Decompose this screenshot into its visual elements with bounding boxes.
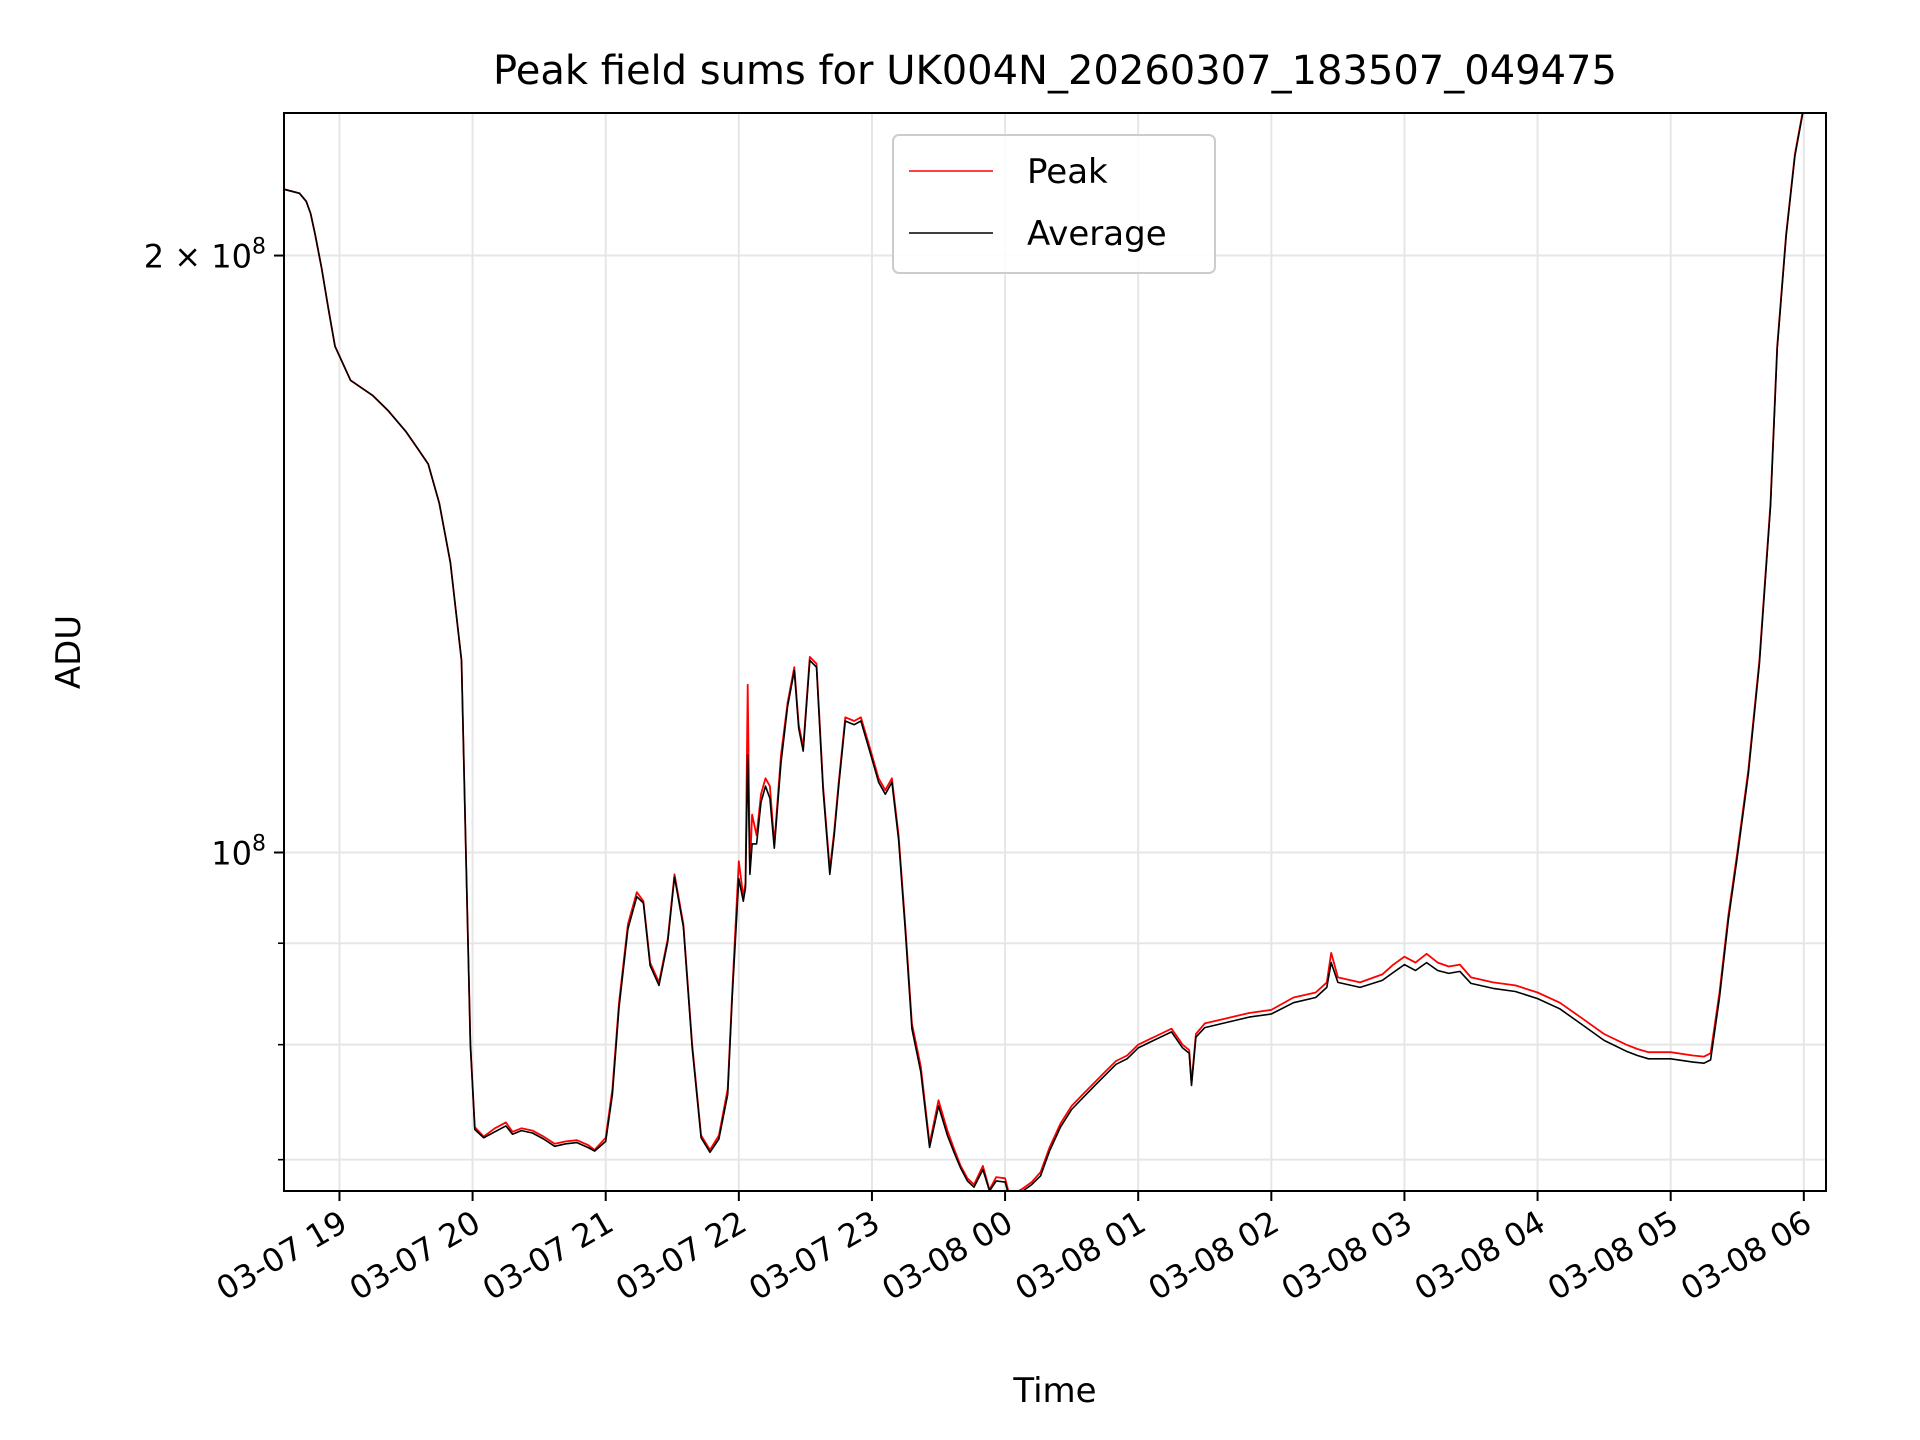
chart-title: Peak field sums for UK004N_20260307_1835… — [493, 48, 1617, 94]
series-layer — [284, 113, 1804, 1191]
plot-frame — [283, 112, 1827, 1192]
series-line-average — [284, 113, 1804, 1191]
y-tick-label-base: 10 — [211, 835, 252, 873]
y-tick-label-exponent: 8 — [252, 832, 266, 857]
y-tick-label: 2 × 108 — [144, 235, 266, 276]
y-tick-label-exponent: 8 — [252, 235, 266, 260]
legend-label-average: Average — [1027, 214, 1167, 254]
y-tick-label-base: 2 × 10 — [144, 238, 252, 276]
y-axis-label: ADU — [49, 615, 89, 689]
legend-label-peak: Peak — [1027, 152, 1108, 192]
grid — [284, 113, 1826, 1191]
x-axis-label: Time — [1012, 1371, 1096, 1411]
y-tick-label: 108 — [211, 832, 266, 873]
legend-box — [892, 134, 1216, 274]
legend: Peak Average — [892, 134, 1216, 274]
